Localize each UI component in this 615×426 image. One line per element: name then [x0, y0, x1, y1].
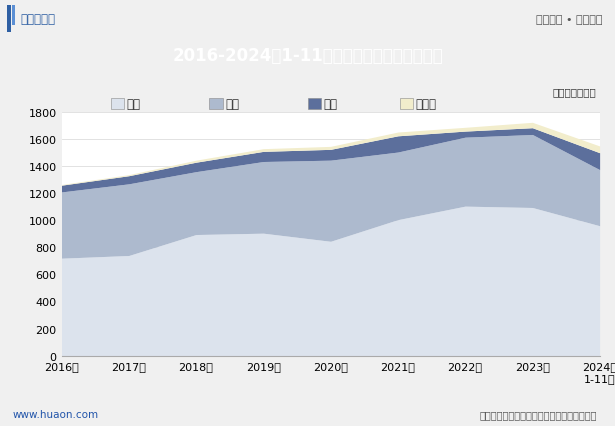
Text: www.huaon.com: www.huaon.com — [12, 409, 98, 419]
Text: 火力: 火力 — [127, 98, 141, 110]
Bar — [7, 6, 11, 33]
Text: 专业严谨 • 客观科学: 专业严谨 • 客观科学 — [536, 14, 603, 25]
Text: 华经情报网: 华经情报网 — [20, 13, 55, 26]
Text: 2016-2024年1-11月湖南省各发电类型发电量: 2016-2024年1-11月湖南省各发电类型发电量 — [172, 47, 443, 65]
Text: 数据来源：国家统计局，华经产业研究院整理: 数据来源：国家统计局，华经产业研究院整理 — [479, 409, 597, 419]
Text: 风力: 风力 — [323, 98, 338, 110]
Text: 水力: 水力 — [225, 98, 239, 110]
Text: 太阳能: 太阳能 — [416, 98, 437, 110]
Text: 单位：亿千瓦时: 单位：亿千瓦时 — [553, 86, 597, 97]
Bar — [12, 6, 15, 26]
